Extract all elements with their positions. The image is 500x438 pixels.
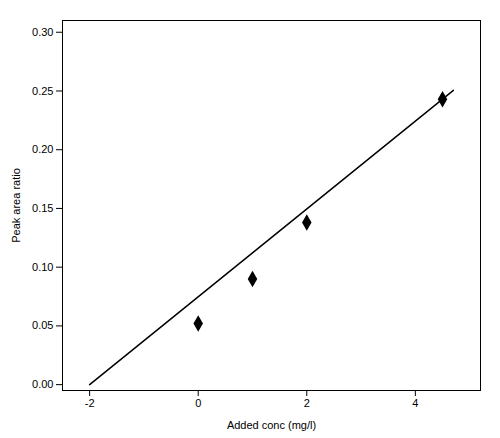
svg-text:0: 0: [195, 397, 201, 409]
svg-text:0.25: 0.25: [32, 84, 53, 96]
svg-text:4: 4: [412, 397, 418, 409]
svg-text:0.05: 0.05: [32, 319, 53, 331]
svg-text:2: 2: [304, 397, 310, 409]
svg-text:0.15: 0.15: [32, 202, 53, 214]
svg-text:Added conc (mg/l): Added conc (mg/l): [227, 419, 316, 431]
svg-text:Peak area ratio: Peak area ratio: [10, 168, 22, 243]
svg-text:0.20: 0.20: [32, 143, 53, 155]
svg-text:0.10: 0.10: [32, 261, 53, 273]
svg-text:-2: -2: [85, 397, 95, 409]
svg-text:0.00: 0.00: [32, 378, 53, 390]
svg-text:0.30: 0.30: [32, 26, 53, 38]
